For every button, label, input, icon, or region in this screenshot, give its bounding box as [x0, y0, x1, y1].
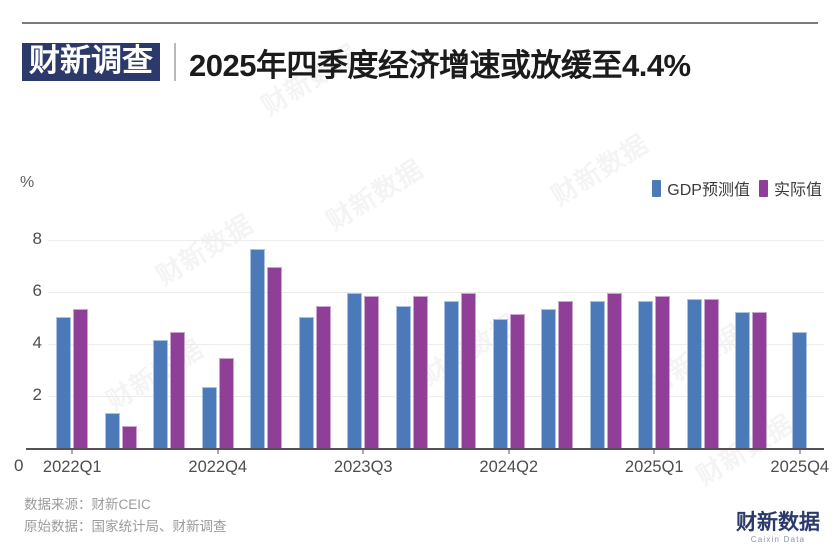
- bar-actual[interactable]: [606, 293, 622, 448]
- plot-area: 2 4 6 8 0 2022Q1 2022Q4 2023Q3 2024Q2 2025Q1 202…: [14, 224, 829, 476]
- header: 财新调查 2025年四季度经济增速或放缓至4.4%: [22, 34, 822, 90]
- bar-forecast[interactable]: [250, 249, 266, 448]
- bar-forecast[interactable]: [792, 332, 808, 448]
- bar-group[interactable]: [630, 224, 679, 454]
- chart-container: % GDP预测值 实际值 2 4 6 8 0 2022Q1 2022Q4 2023Q3 20…: [0, 150, 840, 490]
- x-axis-tick: [653, 449, 655, 454]
- bar-group[interactable]: [48, 224, 97, 454]
- bar-group[interactable]: [436, 224, 485, 448]
- legend-swatch-forecast: [652, 179, 662, 197]
- bar-forecast[interactable]: [638, 301, 654, 448]
- logo-text-cn: 财新数据: [736, 511, 820, 534]
- gridline: [48, 395, 824, 397]
- x-axis-tick-label: 2022Q4: [188, 458, 248, 476]
- bar-forecast[interactable]: [589, 301, 605, 448]
- bar-actual[interactable]: [267, 267, 283, 448]
- gridline: [48, 291, 824, 293]
- bar-forecast[interactable]: [104, 413, 120, 448]
- bar-group[interactable]: [776, 224, 825, 454]
- bar-group[interactable]: [388, 224, 437, 448]
- caixin-data-logo: 财新数据 Caixin Data: [736, 512, 820, 544]
- bar-forecast[interactable]: [347, 293, 363, 448]
- bar-actual[interactable]: [412, 295, 428, 448]
- brand-tag: 财新调查: [22, 42, 160, 82]
- x-axis-tick: [508, 449, 510, 454]
- footer-notes: 数据来源：财新CEIC 原始数据：国家统计局、财新调查: [24, 494, 227, 539]
- bar-forecast[interactable]: [492, 319, 508, 448]
- bar-forecast[interactable]: [56, 316, 72, 448]
- y-axis-unit-label: %: [20, 174, 35, 191]
- bar-forecast[interactable]: [444, 301, 460, 448]
- bar-actual[interactable]: [315, 306, 331, 448]
- footer-raw-data: 原始数据：国家统计局、财新调查: [24, 519, 227, 535]
- x-axis-tick-label: 2025Q4: [770, 458, 830, 476]
- page-title: 2025年四季度经济增速或放缓至4.4%: [189, 47, 691, 83]
- bar-actual[interactable]: [364, 295, 380, 448]
- gridline: [48, 239, 824, 241]
- bar-forecast[interactable]: [201, 387, 217, 448]
- x-axis-tick: [799, 449, 801, 454]
- bar-actual[interactable]: [655, 295, 671, 448]
- bar-actual[interactable]: [170, 332, 186, 448]
- footer-source: 数据来源：财新CEIC: [24, 497, 151, 512]
- bar-actual[interactable]: [558, 301, 574, 448]
- bar-forecast[interactable]: [541, 308, 557, 448]
- bar-actual[interactable]: [218, 358, 234, 448]
- y-axis-label-zero: 0: [14, 456, 24, 475]
- legend-label-actual: 实际值: [773, 182, 822, 199]
- bar-actual[interactable]: [509, 314, 525, 448]
- gridline: [48, 343, 824, 345]
- bar-forecast[interactable]: [686, 298, 702, 448]
- bar-actual[interactable]: [461, 293, 477, 448]
- bar-group[interactable]: [727, 224, 776, 448]
- bar-forecast[interactable]: [395, 306, 411, 448]
- x-axis-tick: [71, 449, 73, 454]
- x-axis-line: [26, 448, 824, 450]
- bar-group[interactable]: [485, 224, 534, 454]
- bar-group[interactable]: [679, 224, 728, 448]
- bar-forecast[interactable]: [153, 340, 169, 448]
- bar-actual[interactable]: [121, 426, 137, 448]
- logo-text-en: Caixin Data: [750, 535, 806, 544]
- bar-actual[interactable]: [73, 308, 89, 448]
- bar-group[interactable]: [291, 224, 340, 448]
- header-divider-rule: [22, 22, 818, 24]
- y-axis-tick-label: 6: [32, 280, 42, 300]
- bar-actual[interactable]: [703, 298, 719, 448]
- title-separator: [174, 43, 176, 81]
- y-axis-tick-label: 4: [32, 332, 42, 352]
- bar-group[interactable]: [97, 224, 146, 448]
- legend-item-forecast[interactable]: GDP预测值: [652, 176, 750, 200]
- legend-item-actual[interactable]: 实际值: [758, 176, 822, 200]
- legend-swatch-actual: [758, 179, 768, 197]
- x-axis-tick: [362, 449, 364, 454]
- bar-group[interactable]: [582, 224, 631, 448]
- bar-group[interactable]: [194, 224, 243, 454]
- bar-group[interactable]: [339, 224, 388, 454]
- y-axis-tick-label: 8: [32, 228, 42, 248]
- bar-forecast[interactable]: [735, 311, 751, 448]
- x-axis-tick: [217, 449, 219, 454]
- bar-group[interactable]: [145, 224, 194, 448]
- bar-actual[interactable]: [752, 311, 768, 448]
- y-axis-tick-label: 2: [32, 384, 42, 404]
- x-axis-tick-label: 2024Q2: [479, 458, 539, 476]
- x-axis-tick-label: 2023Q3: [333, 458, 393, 476]
- bar-group[interactable]: [533, 224, 582, 448]
- x-axis-tick-label: 2025Q1: [624, 458, 684, 476]
- bar-forecast[interactable]: [298, 316, 314, 448]
- legend-label-forecast: GDP预测值: [667, 182, 750, 199]
- bar-group[interactable]: [242, 224, 291, 448]
- bar-series-group: [48, 224, 825, 454]
- x-axis-tick-label: 2022Q1: [42, 458, 102, 476]
- chart-legend: GDP预测值 实际值: [652, 176, 822, 200]
